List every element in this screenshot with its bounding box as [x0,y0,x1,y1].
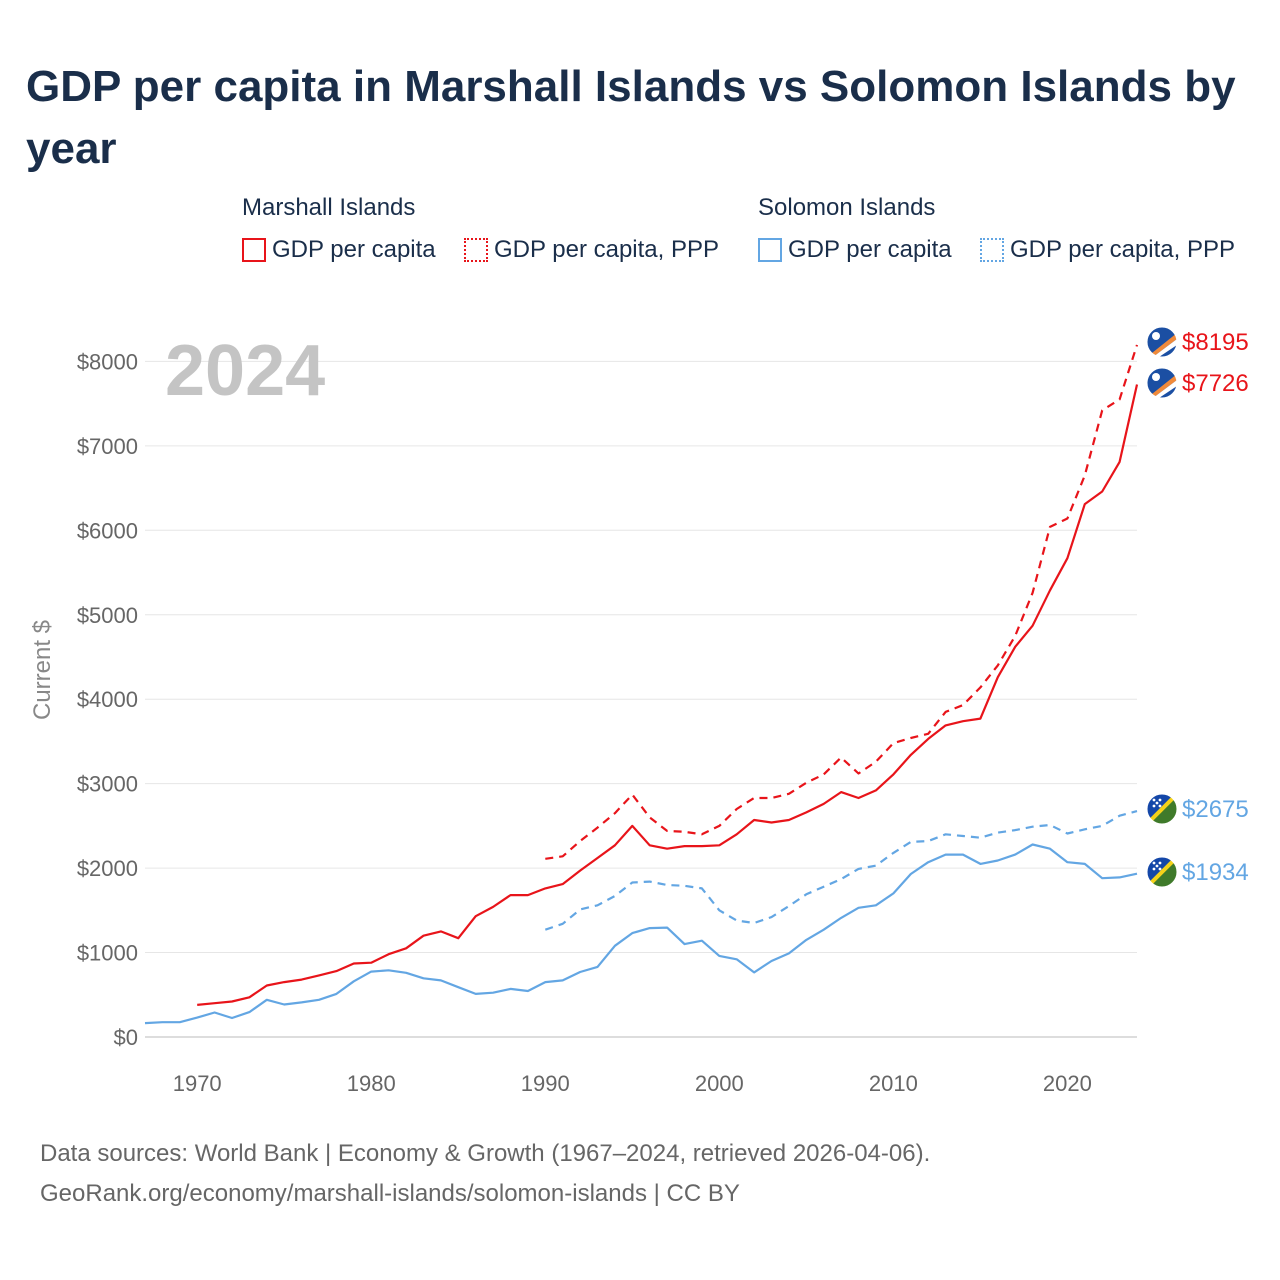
x-tick-label: 1970 [173,1071,222,1096]
y-tick-label: $0 [114,1025,138,1050]
y-tick-label: $8000 [77,349,138,374]
grid-layer [145,360,1137,1038]
x-tick-label: 2000 [695,1071,744,1096]
marshall-islands-flag-icon [1146,367,1178,399]
legend-item-solomon-gdp[interactable]: GDP per capita [758,236,952,264]
y-axis-label: Current $ [29,620,56,720]
x-tick-label: 1990 [521,1071,570,1096]
legend-swatch-dotted [464,238,488,262]
series-line-2 [544,810,1138,931]
legend-label: GDP per capita, PPP [1010,236,1235,263]
legend-item-marshall-ppp[interactable]: GDP per capita, PPP [464,236,719,264]
y-tick-label: $7000 [77,434,138,459]
legend-swatch-solid [242,238,266,262]
chart-title: GDP per capita in Marshall Islands vs So… [26,62,1236,173]
marshall-islands-flag-icon [1146,326,1178,358]
end-label-layer: $8195 $7726 $2675 $1934 [1146,326,1249,888]
end-value-label: $7726 [1182,370,1249,397]
axis-layer: $0 $1000 $2000 $3000 $4000 $5000 $6000 $7000 $80… [29,349,1092,1096]
series-line-0 [545,344,1139,860]
source-line-2: GeoRank.org/economy/marshall-islands/sol… [40,1180,740,1207]
legend-group-marshall: Marshall Islands [242,194,416,221]
x-tick-label: 2010 [869,1071,918,1096]
x-tick-label: 2020 [1043,1071,1092,1096]
legend-item-solomon-ppp[interactable]: GDP per capita, PPP [980,236,1235,264]
end-value-label: $1934 [1182,859,1249,886]
y-tick-label: $4000 [77,687,138,712]
y-tick-label: $3000 [77,772,138,797]
line-chart: $0 $1000 $2000 $3000 $4000 $5000 $6000 $7000 $80… [29,326,1249,1096]
series-line-3 [144,843,1138,1025]
solomon-islands-flag-icon [1146,793,1178,825]
legend-label: GDP per capita, PPP [494,236,719,263]
legend-swatch-solid [758,238,782,262]
x-tick-label: 1980 [347,1071,396,1096]
current-year-display: 2024 [165,331,326,411]
legend-label: GDP per capita [788,236,952,263]
legend-item-marshall-gdp[interactable]: GDP per capita [242,236,436,264]
y-tick-label: $2000 [77,856,138,881]
series-line-1 [197,384,1139,1006]
end-value-label: $2675 [1182,796,1249,823]
series-layer [144,344,1139,1025]
legend-swatch-dotted [980,238,1004,262]
y-tick-label: $5000 [77,603,138,628]
y-tick-label: $1000 [77,941,138,966]
legend-label: GDP per capita [272,236,436,263]
source-line-1: Data sources: World Bank | Economy & Gro… [40,1140,931,1167]
y-tick-label: $6000 [77,518,138,543]
end-value-label: $8195 [1182,329,1249,356]
legend-group-solomon: Solomon Islands [758,194,936,221]
solomon-islands-flag-icon [1146,856,1178,888]
